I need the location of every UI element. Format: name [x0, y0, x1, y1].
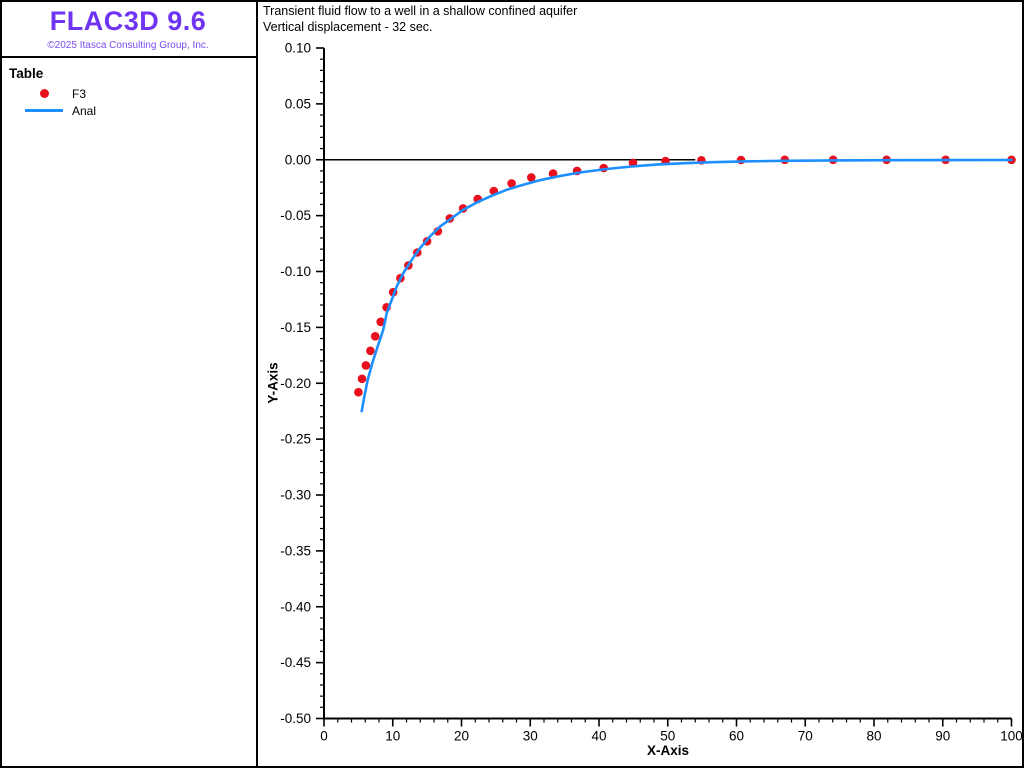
- svg-text:40: 40: [591, 729, 606, 744]
- svg-text:-0.40: -0.40: [280, 599, 311, 614]
- svg-text:0: 0: [320, 729, 328, 744]
- red-dot-marker-icon: [39, 89, 49, 98]
- legend-title: Table: [9, 66, 44, 81]
- chart-area[interactable]: 0.10 0.05 0.00 -0.05 -0.10 -0.15 -0.20 -0.25 -0.…: [258, 0, 1024, 768]
- blue-line-marker-icon: [25, 109, 63, 112]
- svg-text:20: 20: [454, 729, 469, 744]
- svg-text:70: 70: [798, 729, 813, 744]
- plot-pane: 0.10 0.05 0.00 -0.05 -0.10 -0.15 -0.20 -0.25 -0.…: [258, 0, 1024, 768]
- legend-item-label: Anal: [72, 103, 97, 118]
- svg-text:0.10: 0.10: [285, 41, 311, 56]
- marker-box: [25, 109, 63, 112]
- svg-text:-0.50: -0.50: [280, 711, 311, 726]
- svg-text:30: 30: [523, 729, 538, 744]
- plot-subtitle: Vertical displacement - 32 sec.: [263, 20, 433, 34]
- svg-text:10: 10: [385, 729, 400, 744]
- svg-text:80: 80: [866, 729, 881, 744]
- svg-text:100: 100: [1000, 729, 1023, 744]
- sidebar-separator: [256, 0, 258, 768]
- legend-item-f3: F3: [0, 85, 256, 102]
- svg-text:-0.05: -0.05: [280, 208, 311, 223]
- svg-text:-0.25: -0.25: [280, 432, 311, 447]
- svg-text:-0.45: -0.45: [280, 655, 311, 670]
- plot-title: Transient fluid flow to a well in a shal…: [263, 4, 578, 18]
- svg-text:-0.15: -0.15: [280, 320, 311, 335]
- marker-box: [25, 89, 63, 98]
- legend-panel: F3 Anal: [0, 85, 256, 119]
- x-axis-label: X-Axis: [646, 743, 690, 758]
- legend-item-label: F3: [72, 86, 87, 101]
- svg-text:0.05: 0.05: [285, 96, 311, 111]
- svg-text:60: 60: [729, 729, 744, 744]
- svg-text:-0.20: -0.20: [280, 376, 311, 391]
- svg-text:50: 50: [660, 729, 675, 744]
- sidebar-divider: [2, 56, 256, 58]
- svg-text:90: 90: [935, 729, 950, 744]
- legend-item-anal: Anal: [0, 102, 256, 119]
- svg-text:-0.30: -0.30: [280, 488, 311, 503]
- flac3d-logo: FLAC3D 9.6: [49, 6, 207, 36]
- svg-text:0.00: 0.00: [285, 152, 311, 167]
- svg-text:-0.35: -0.35: [280, 543, 311, 558]
- copyright-text: ©2025 Itasca Consulting Group, Inc.: [47, 40, 209, 51]
- sidebar: FLAC3D 9.6 ©2025 Itasca Consulting Group…: [0, 0, 256, 768]
- svg-text:-0.10: -0.10: [280, 264, 311, 279]
